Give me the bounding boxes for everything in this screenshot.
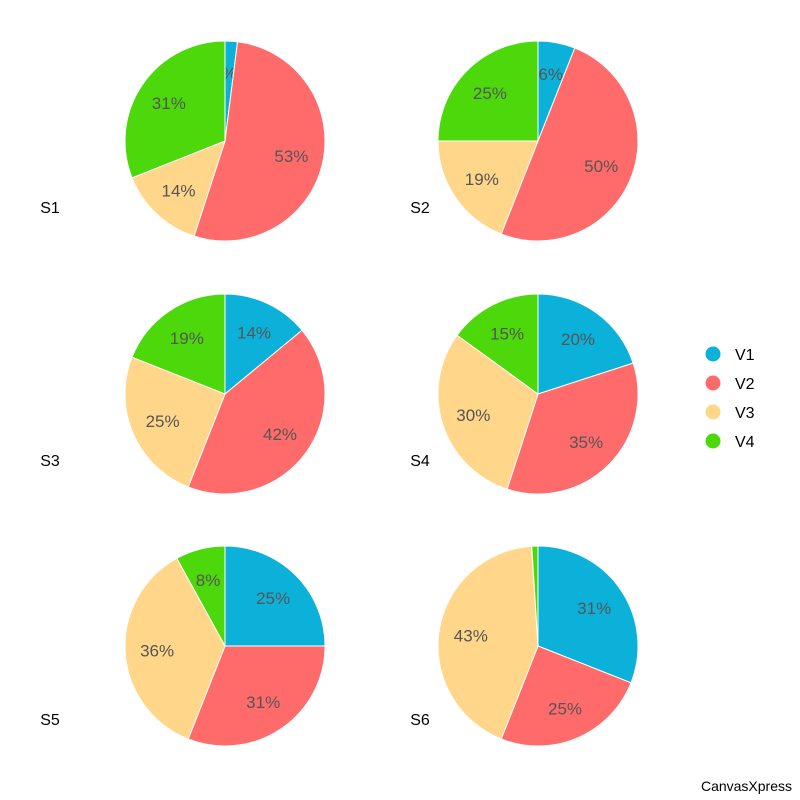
legend-label-v2: V2 [735, 376, 755, 393]
slice-s4-v3 [437, 334, 539, 490]
slice-s5-v1 [224, 545, 326, 647]
pie-title-s3: S3 [40, 453, 60, 470]
slice-label-s6-v1: 31% [577, 599, 611, 618]
slice-label-s6-v2: 25% [548, 699, 582, 718]
slice-label-s2-v4: 25% [473, 84, 507, 103]
slice-s3-v4 [131, 293, 226, 395]
slice-label-s3-v3: 25% [146, 412, 180, 431]
slice-label-s5-v2: 31% [246, 693, 280, 712]
pie-s3: 14% 42% 25% 19% [124, 293, 326, 495]
slice-s2-v2 [500, 47, 639, 242]
pie-s6: 31% 25% 43% [437, 545, 639, 747]
slice-label-s5-v4: 8% [196, 571, 221, 590]
slice-label-s1-v3: 14% [161, 182, 195, 201]
slice-s6-v1 [537, 545, 639, 684]
slice-s1-v4 [124, 40, 226, 179]
pie-s2: 6% 50% 19% 25% [437, 40, 639, 242]
legend-swatch-v4 [705, 433, 721, 449]
slice-label-s6-v3: 43% [454, 626, 488, 645]
slice-s5-v2 [187, 645, 326, 747]
legend-label-v4: V4 [735, 434, 755, 451]
legend-swatch-v2 [705, 375, 721, 391]
slice-s2-v4 [437, 40, 539, 142]
slice-s5-v4 [176, 545, 226, 647]
slice-label-s3-v1: 14% [237, 324, 271, 343]
pie-s5: 25% 31% 36% 8% [124, 545, 326, 747]
legend-label-v1: V1 [735, 347, 755, 364]
slice-s6-v3 [437, 545, 539, 740]
slice-label-s4-v2: 35% [569, 433, 603, 452]
pie-title-s5: S5 [40, 712, 60, 729]
slice-label-s4-v1: 20% [561, 330, 595, 349]
slice-s4-v4 [456, 293, 539, 395]
slice-s3-v2 [187, 329, 326, 495]
legend: V1 V2 V3 V4 [705, 346, 755, 451]
slice-s2-v3 [437, 140, 539, 235]
slice-s4-v1 [537, 293, 634, 395]
slice-s6-v2 [500, 645, 632, 747]
slice-label-s1-v2: 53% [274, 147, 308, 166]
slice-s3-v3 [124, 356, 226, 488]
canvasxpress-credit: CanvasXpress [700, 778, 792, 794]
pie-title-s4: S4 [410, 453, 430, 470]
slice-label-s5-v1: 25% [256, 589, 290, 608]
pie-title-s1: S1 [40, 200, 60, 217]
slice-s5-v3 [124, 557, 226, 740]
pie-title-s2: S2 [410, 200, 430, 217]
slice-label-s2-v3: 19% [465, 170, 499, 189]
legend-swatch-v1 [705, 346, 721, 362]
legend-label-v3: V3 [735, 405, 755, 422]
slice-s1-v2 [193, 41, 326, 242]
slice-label-s2-v1: 6% [538, 65, 563, 84]
pie-title-s6: S6 [410, 712, 430, 729]
slice-s3-v1 [224, 293, 303, 396]
slice-label-s3-v2: 42% [263, 425, 297, 444]
slice-s6-v4 [531, 545, 539, 647]
slice-s4-v2 [506, 362, 639, 495]
legend-swatch-v3 [705, 404, 721, 420]
slice-label-s4-v4: 15% [490, 324, 524, 343]
slice-label-s4-v3: 30% [456, 406, 490, 425]
pie-s4: 20% 35% 30% 15% [437, 293, 639, 495]
pie-s1: %53%14%31% [124, 40, 326, 242]
slice-label-s3-v4: 19% [170, 329, 204, 348]
slice-label-s1-v4: 31% [152, 94, 186, 113]
slice-s1-v3 [131, 140, 226, 237]
slice-label-s2-v2: 50% [584, 157, 618, 176]
slice-label-s5-v3: 36% [140, 641, 174, 660]
